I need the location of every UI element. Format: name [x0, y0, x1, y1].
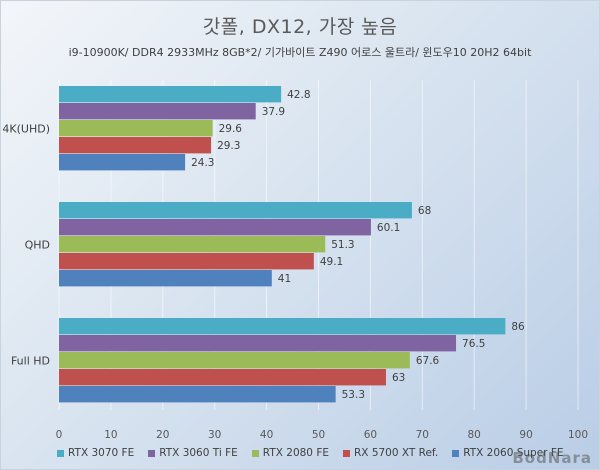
- chart-subtitle: i9-10900K/ DDR4 2933MHz 8GB*2/ 기가바이트 Z49…: [68, 46, 532, 59]
- bar: [59, 120, 213, 137]
- x-tick-label: 60: [364, 429, 377, 441]
- legend-item: RTX 3070 FE: [57, 447, 134, 459]
- watermark-logo: BodNara: [512, 449, 592, 467]
- data-label: 60.1: [377, 222, 400, 234]
- x-tick-label: 20: [156, 429, 169, 441]
- data-label: 49.1: [320, 256, 343, 268]
- bar: [59, 103, 256, 120]
- bar: [59, 86, 282, 103]
- x-tick-label: 90: [519, 429, 532, 441]
- x-tick-label: 80: [468, 429, 481, 441]
- legend-swatch: [251, 449, 259, 457]
- bar: [59, 386, 336, 403]
- chart-title: 갓폴, DX12, 가장 높음: [202, 16, 398, 38]
- x-tick-label: 40: [260, 429, 273, 441]
- legend-label: RTX 3060 Ti FE: [159, 447, 238, 459]
- legend-swatch: [343, 449, 350, 457]
- legend-item: RTX 3060 Ti FE: [148, 447, 238, 459]
- data-label: 68: [418, 205, 431, 217]
- bar: [59, 219, 371, 236]
- bar: [59, 270, 272, 287]
- data-label: 53.3: [342, 389, 365, 401]
- bar: [59, 318, 506, 335]
- x-tick-label: 70: [416, 429, 429, 441]
- legend-item: RTX 2060 Super FE: [452, 447, 564, 459]
- legend-label: RTX 3070 FE: [68, 447, 135, 459]
- bar: [59, 369, 386, 386]
- chart-legend: RTX 3070 FE RTX 3060 Ti FE RTX 2080 FE RX 5…: [57, 447, 578, 459]
- bar: [59, 253, 314, 270]
- legend-swatch: [57, 449, 64, 457]
- x-tick-label: 50: [312, 429, 325, 441]
- x-tick-label: 30: [208, 429, 221, 441]
- category-label: Full HD: [11, 355, 50, 368]
- x-tick-label: 10: [104, 429, 117, 441]
- bar: [59, 137, 212, 154]
- category-label: QHD: [25, 239, 50, 252]
- bar: [59, 335, 457, 352]
- data-label: 37.9: [262, 106, 285, 118]
- x-tick-label: 0: [56, 429, 63, 441]
- legend-item: RTX 2080 FE: [251, 447, 329, 459]
- data-label: 63: [392, 372, 405, 384]
- legend-label: RTX 2060 Super FE: [463, 447, 564, 459]
- data-label: 29.6: [219, 123, 243, 135]
- x-tick-label: 100: [568, 429, 588, 441]
- legend-label: RX 5700 XT Ref.: [354, 447, 439, 459]
- category-label: 4K(UHD): [2, 123, 50, 136]
- data-label: 42.8: [287, 89, 310, 101]
- data-label: 86: [511, 321, 525, 333]
- bar: [59, 352, 410, 369]
- legend-item: RX 5700 XT Ref.: [343, 447, 438, 459]
- data-label: 67.6: [416, 355, 440, 367]
- data-label: 41: [278, 273, 291, 285]
- bar: [59, 236, 326, 253]
- data-label: 76.5: [462, 338, 485, 350]
- legend-label: RTX 2080 FE: [262, 447, 329, 459]
- data-label: 29.3: [217, 140, 240, 152]
- bar: [59, 202, 412, 219]
- data-label: 51.3: [331, 239, 354, 251]
- data-label: 24.3: [191, 157, 214, 169]
- legend-swatch: [452, 449, 460, 457]
- bar: [59, 154, 186, 171]
- legend-swatch: [148, 449, 156, 457]
